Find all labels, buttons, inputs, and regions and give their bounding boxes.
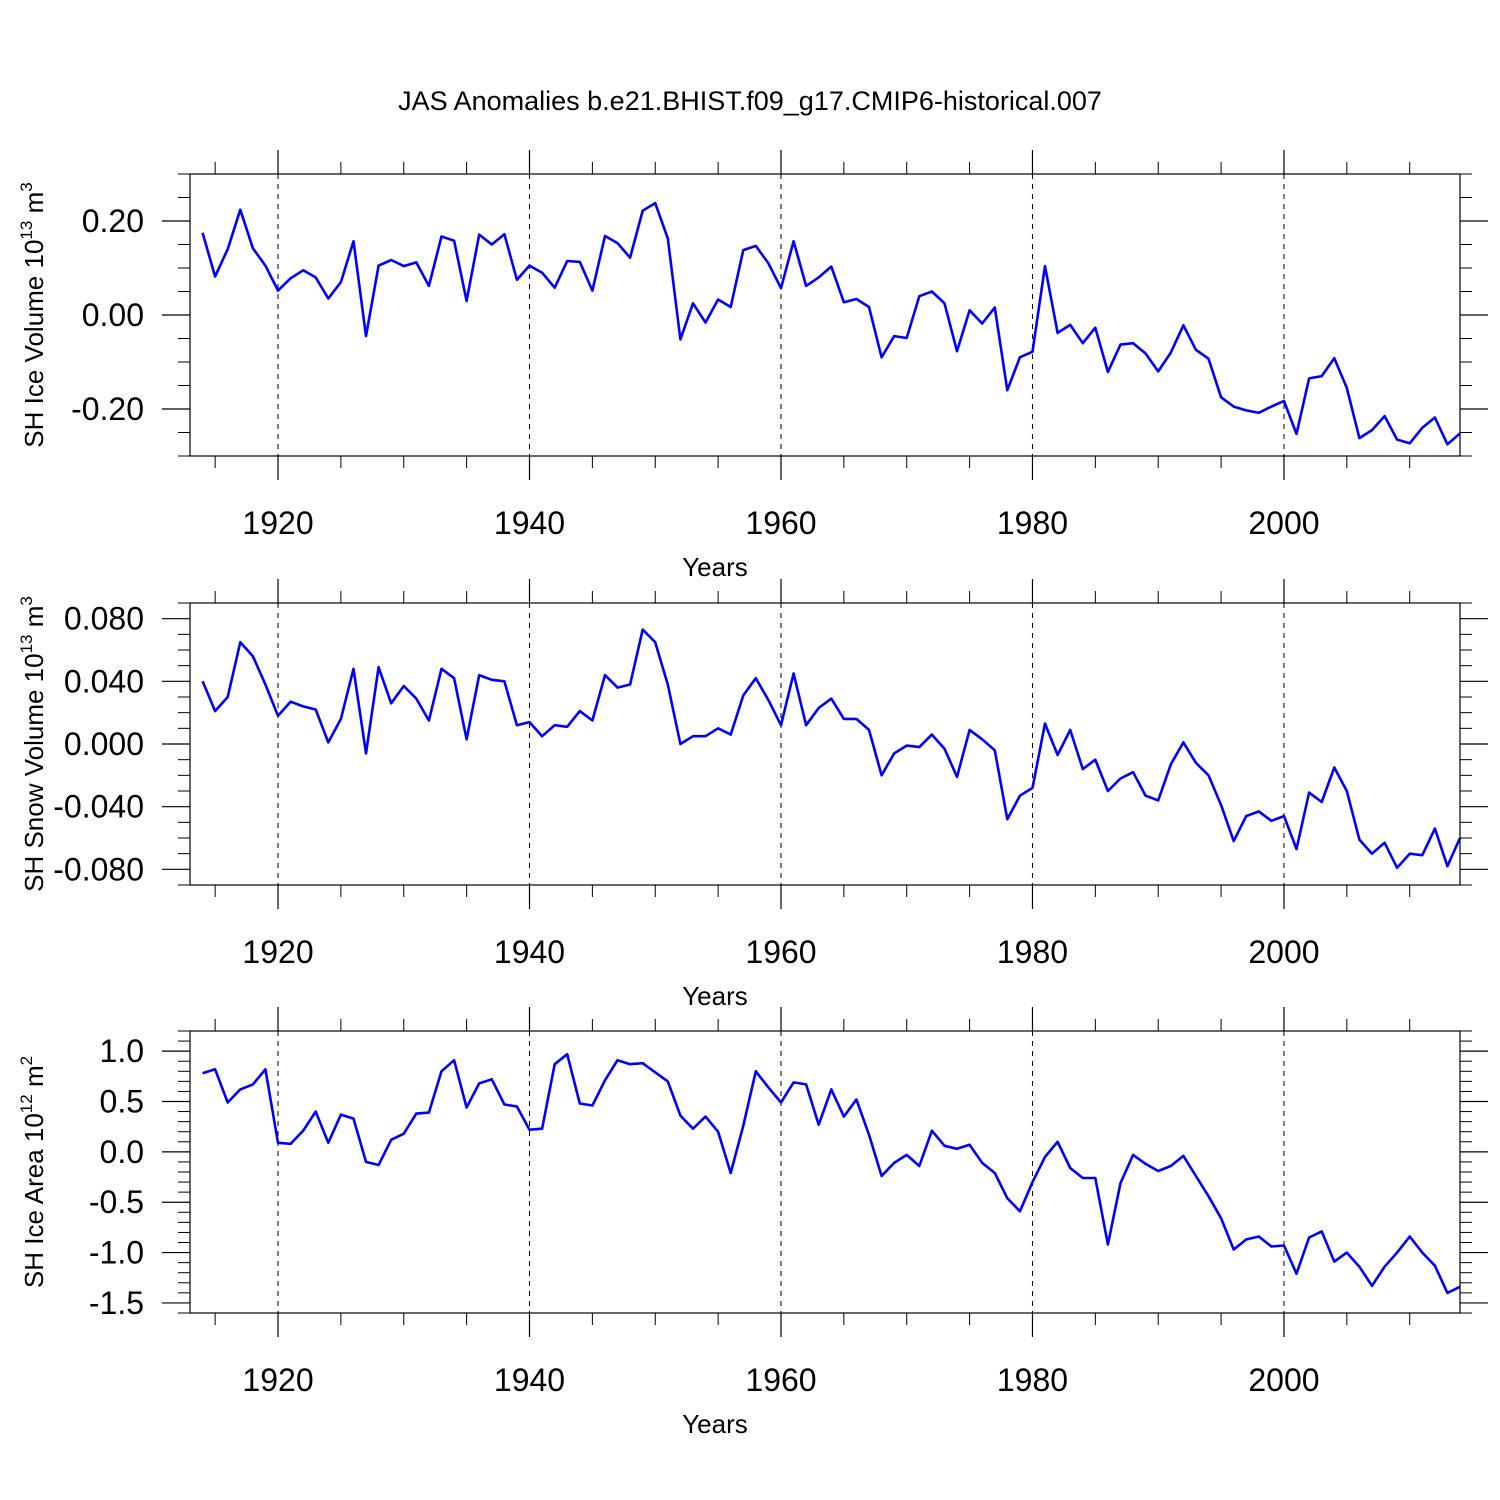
- x-tick-label: 2000: [1248, 505, 1319, 541]
- figure-title: JAS Anomalies b.e21.BHIST.f09_g17.CMIP6-…: [398, 86, 1102, 116]
- y-axis-label: SH Ice Volume 1013 m3: [17, 182, 49, 447]
- plot-frame: [189, 173, 1461, 457]
- y-tick-label: 0.00: [82, 297, 144, 333]
- x-tick-label: 1980: [997, 934, 1068, 970]
- x-tick-label: 1960: [745, 934, 816, 970]
- chart-panel-2: 1920 1940 1960 1980 2000 -0.080 -0.040 0.000 0.0…: [17, 579, 1488, 1011]
- plot-frame: [189, 602, 1461, 886]
- y-tick-label: 0.080: [64, 601, 144, 637]
- x-tick-label: 1980: [997, 1362, 1068, 1398]
- y-axis-label: SH Snow Volume 1013 m3: [17, 596, 49, 892]
- x-tick-label: 1940: [494, 505, 565, 541]
- x-tick-label: 1960: [745, 1362, 816, 1398]
- y-tick-label: 0.0: [100, 1134, 144, 1170]
- y-tick-label: 1.0: [100, 1033, 144, 1069]
- chart-panel-1: 1920 1940 1960 1980 2000 -0.20 0.00 0.20 Years SH…: [17, 150, 1488, 582]
- series-line: [201, 201, 1461, 446]
- panels: 1920 1940 1960 1980 2000 -0.20 0.00 0.20 Years SH…: [17, 150, 1488, 1439]
- x-axis-label: Years: [682, 1409, 748, 1439]
- chart-panel-3: 1920 1940 1960 1980 2000 -1.5 -1.0 -0.5 0.0 0.5 1.…: [17, 1007, 1488, 1439]
- series-line: [202, 1052, 1461, 1295]
- y-tick-label: -1.0: [89, 1235, 144, 1271]
- y-tick-label: -0.080: [53, 851, 144, 887]
- x-tick-label: 2000: [1248, 934, 1319, 970]
- y-tick-label: -1.5: [89, 1285, 144, 1321]
- x-tick-label: 1920: [242, 505, 313, 541]
- y-axis-label: SH Ice Area 1012 m2: [17, 1056, 49, 1288]
- y-tick-label: 0.000: [64, 726, 144, 762]
- y-tick-label: -0.040: [53, 789, 144, 825]
- x-tick-label: 1940: [494, 1362, 565, 1398]
- x-axis-label: Years: [682, 981, 748, 1011]
- y-tick-label: 0.20: [82, 203, 144, 239]
- plot-frame: [189, 1030, 1461, 1314]
- x-tick-label: 1960: [745, 505, 816, 541]
- x-tick-label: 1980: [997, 505, 1068, 541]
- x-axis-label: Years: [682, 552, 748, 582]
- y-tick-label: 0.5: [100, 1084, 144, 1120]
- x-tick-label: 1940: [494, 934, 565, 970]
- series-line: [201, 628, 1462, 870]
- y-tick-label: -0.20: [71, 391, 144, 427]
- x-tick-label: 2000: [1248, 1362, 1319, 1398]
- x-tick-label: 1920: [242, 934, 313, 970]
- y-tick-label: 0.040: [64, 663, 144, 699]
- x-tick-label: 1920: [242, 1362, 313, 1398]
- y-tick-label: -0.5: [89, 1184, 144, 1220]
